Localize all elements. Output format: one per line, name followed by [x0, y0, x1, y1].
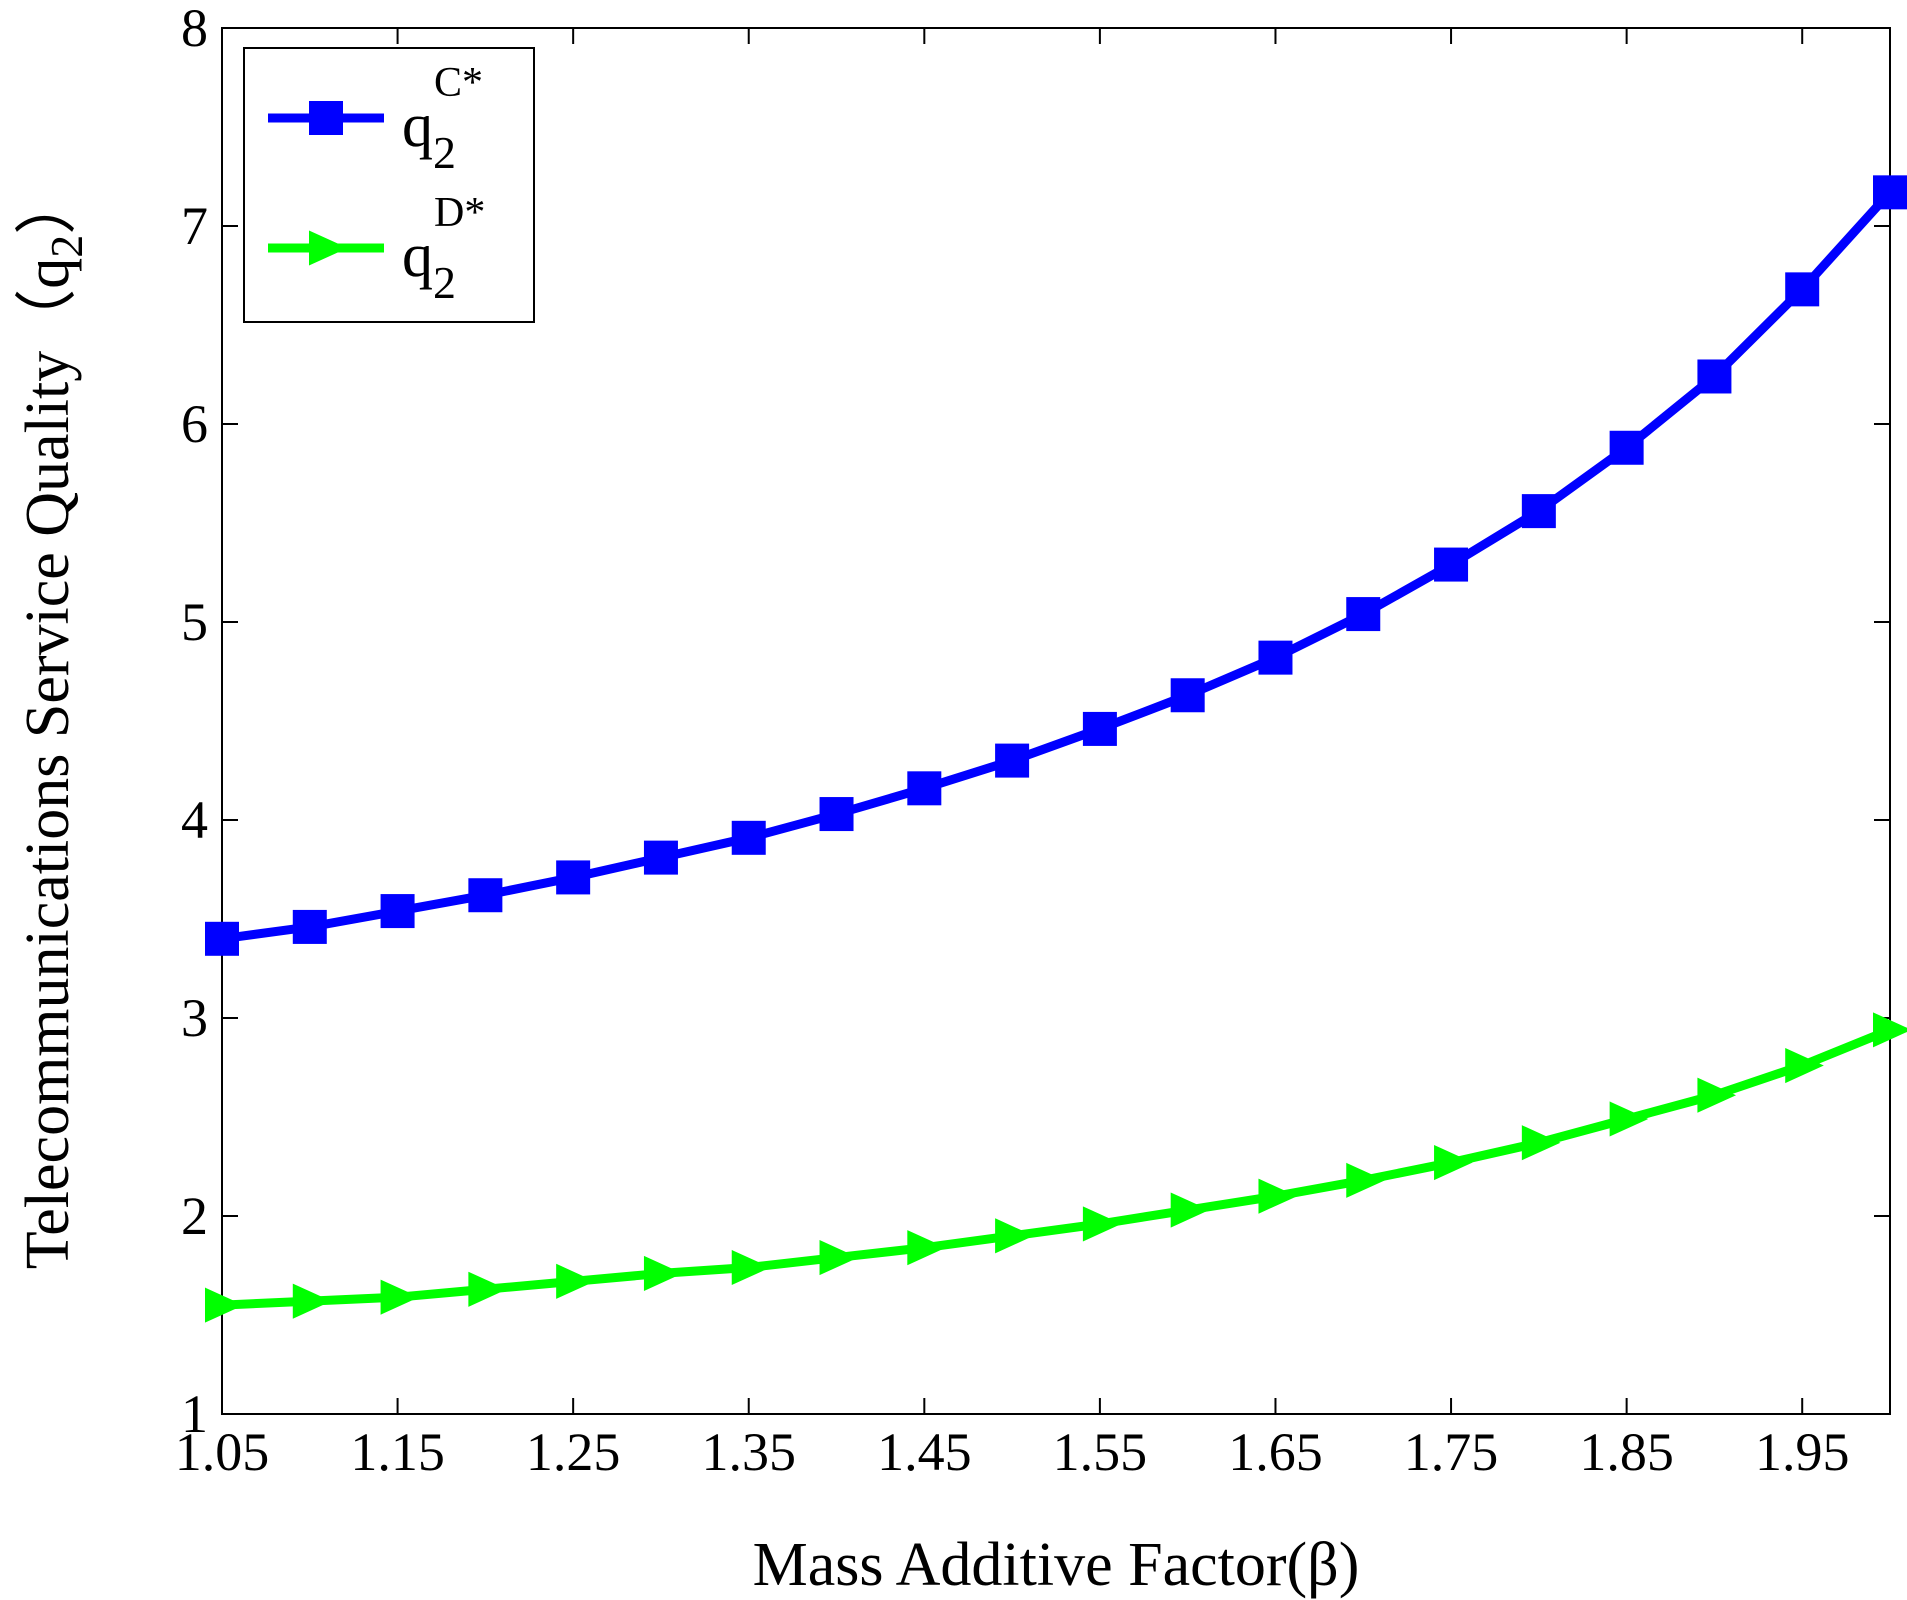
y-tick-label: 7 — [181, 196, 208, 256]
data-point-square — [1346, 597, 1381, 632]
legend-label-qc: q2 C* — [402, 60, 483, 178]
x-tick-label: 1.25 — [526, 1422, 621, 1482]
x-tick-label: 1.55 — [1053, 1422, 1148, 1482]
data-point-triangle — [1258, 1178, 1298, 1214]
data-point-triangle — [731, 1249, 771, 1286]
x-tick-label: 1.05 — [175, 1422, 270, 1482]
y-axis-title-subscript: 2 — [41, 235, 92, 258]
data-point-triangle — [380, 1279, 420, 1315]
data-point-triangle — [1873, 1012, 1907, 1048]
x-tick-label: 1.15 — [350, 1422, 445, 1482]
series-qd — [205, 1012, 1907, 1323]
data-point-triangle — [205, 1287, 244, 1323]
legend-label-base: q — [402, 92, 433, 160]
data-point-triangle — [1785, 1047, 1824, 1084]
data-point-square — [731, 820, 766, 855]
data-point-triangle — [1082, 1206, 1122, 1242]
data-point-triangle — [1346, 1162, 1385, 1198]
data-point-square — [468, 878, 503, 913]
legend-label-superscript: D* — [434, 190, 485, 236]
y-tick-label: 6 — [181, 394, 208, 454]
legend-label-qd: q2 D* — [402, 190, 485, 308]
data-point-square — [643, 840, 678, 875]
data-point-square — [556, 860, 591, 895]
legend-box — [243, 47, 535, 323]
y-tick-label: 1 — [181, 1384, 208, 1444]
data-point-triangle — [995, 1218, 1034, 1254]
data-point-square — [1785, 272, 1820, 307]
legend-label-subscript: 2 — [433, 127, 456, 178]
data-point-triangle — [309, 230, 348, 266]
y-axis-title-main: Telecommunications Service Quality（q — [14, 258, 82, 1270]
data-point-square — [380, 894, 415, 929]
data-point-square — [1082, 711, 1117, 746]
data-point-square — [819, 797, 854, 832]
x-tick-label: 1.95 — [1755, 1422, 1850, 1482]
x-axis-ticks: 1.05 1.15 1.25 1.35 1.45 1.55 1.65 1.75 1.85 1.95 — [175, 28, 1850, 1482]
legend-item-qd: q2 D* — [268, 190, 485, 308]
y-axis-ticks: 1 2 3 4 5 6 7 8 — [181, 0, 1890, 1444]
x-tick-label: 1.35 — [701, 1422, 796, 1482]
legend-item-qc: q2 C* — [268, 60, 483, 178]
data-point-triangle — [1697, 1077, 1737, 1113]
x-tick-label: 1.85 — [1579, 1422, 1674, 1482]
legend-label-base: q — [402, 222, 433, 290]
data-point-triangle — [1521, 1125, 1561, 1161]
y-tick-label: 2 — [181, 1186, 208, 1246]
data-point-square — [205, 921, 239, 956]
y-tick-label: 8 — [181, 0, 208, 58]
data-point-square — [1434, 547, 1469, 582]
data-point-square — [1170, 678, 1205, 713]
data-point-square — [292, 909, 327, 944]
x-tick-label: 1.75 — [1404, 1422, 1499, 1482]
y-axis-title-close: ） — [14, 173, 82, 235]
series-qc — [205, 175, 1907, 956]
legend: q2C*q2D* — [243, 47, 535, 323]
data-point-square — [907, 771, 942, 806]
data-point-square — [1873, 175, 1907, 210]
data-point-square — [1258, 640, 1293, 675]
data-point-triangle — [1170, 1192, 1210, 1228]
data-point-triangle — [556, 1263, 595, 1299]
x-axis-title: Mass Additive Factor(β) — [753, 1531, 1360, 1599]
data-point-triangle — [819, 1240, 859, 1276]
y-axis-title: Telecommunications Service Quality（q2） — [14, 173, 92, 1270]
data-point-triangle — [907, 1230, 946, 1266]
x-tick-label: 1.45 — [877, 1422, 972, 1482]
data-point-triangle — [1609, 1101, 1649, 1137]
data-point-triangle — [292, 1283, 332, 1319]
legend-label-superscript: C* — [434, 60, 483, 106]
data-point-square — [1697, 359, 1732, 394]
data-point-square — [1521, 494, 1556, 529]
data-point-triangle — [643, 1255, 683, 1291]
data-point-square — [1609, 430, 1644, 465]
y-tick-label: 3 — [181, 988, 208, 1048]
data-point-square — [995, 743, 1030, 778]
x-tick-label: 1.65 — [1228, 1422, 1323, 1482]
series-layer — [205, 175, 1907, 1323]
y-tick-label: 4 — [181, 790, 208, 850]
y-tick-label: 5 — [181, 592, 208, 652]
data-point-triangle — [468, 1271, 507, 1307]
data-point-square — [309, 101, 343, 135]
data-point-triangle — [1434, 1144, 1473, 1181]
legend-label-subscript: 2 — [433, 257, 456, 308]
